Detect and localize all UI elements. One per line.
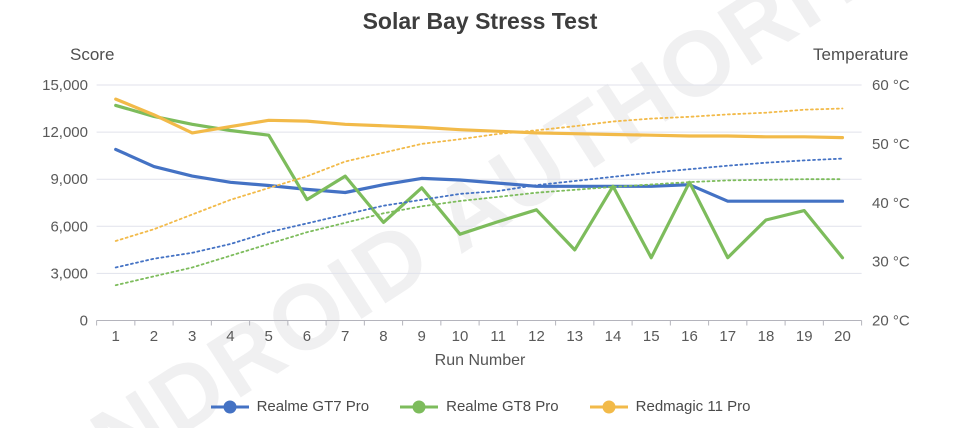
- legend-marker-dot: [412, 400, 426, 413]
- x-tick-label: 7: [341, 328, 349, 345]
- legend-label: Redmagic 11 Pro: [635, 398, 751, 415]
- series-line-realme-gt8-pro-temperature: [114, 178, 844, 287]
- y-tick-label-left: 15,000: [42, 77, 88, 94]
- y-tick-label-left: 0: [80, 313, 88, 330]
- legend-item-redmagic-11-pro: Redmagic 11 Pro: [589, 398, 751, 415]
- x-tick-label: 4: [226, 328, 234, 345]
- x-tick-label: 13: [566, 328, 583, 345]
- y-tick-label-right: 30 °C: [872, 254, 910, 271]
- x-tick-label: 2: [150, 328, 158, 345]
- y-tick-label-left: 3,000: [50, 265, 88, 282]
- x-tick-label: 3: [188, 328, 196, 345]
- legend-label: Realme GT8 Pro: [446, 398, 559, 415]
- plot-area: 0 3,000 6,000 9,000 12,000 15,000 20 °C 30 °C 40…: [42, 77, 910, 345]
- legend-marker-dot: [602, 400, 616, 413]
- x-tick-label: 6: [303, 328, 311, 345]
- temperature-axis-title: Temperature: [813, 45, 909, 64]
- x-tick-label: 9: [418, 328, 426, 345]
- legend-marker: [589, 400, 628, 413]
- legend-label: Realme GT7 Pro: [256, 398, 370, 415]
- legend: Realme GT7 Pro Realme GT8 Pro Redmagic 11 …: [0, 398, 960, 415]
- legend-marker: [210, 400, 249, 413]
- series-line-realme-gt7-pro-temperature: [114, 157, 844, 269]
- legend-item-realme-gt7-pro: Realme GT7 Pro: [210, 398, 370, 415]
- x-tick-label: 18: [758, 328, 775, 345]
- y-tick-label-left: 12,000: [42, 124, 88, 141]
- y-tick-label-left: 6,000: [50, 218, 88, 235]
- score-axis-title: Score: [70, 45, 115, 64]
- x-tick-label: 5: [265, 328, 273, 345]
- series-line-realme-gt8-pro-score: [114, 103, 845, 260]
- legend-marker-dot: [223, 400, 237, 413]
- y-tick-label-right: 40 °C: [872, 195, 910, 212]
- x-tick-label: 1: [112, 328, 120, 345]
- y-tick-label-right: 20 °C: [872, 313, 910, 330]
- chart-title: Solar Bay Stress Test: [362, 8, 598, 34]
- y-tick-label-right: 50 °C: [872, 136, 910, 153]
- y-tick-label-left: 9,000: [50, 171, 88, 188]
- series-line-redmagic-11-pro-temperature: [114, 107, 844, 242]
- x-tick-label: 16: [681, 328, 698, 345]
- x-tick-label: 19: [796, 328, 813, 345]
- legend-item-realme-gt8-pro: Realme GT8 Pro: [399, 398, 559, 415]
- series-line-redmagic-11-pro-score: [114, 97, 845, 140]
- x-tick-label: 15: [643, 328, 660, 345]
- y-tick-label-right: 60 °C: [872, 77, 910, 94]
- x-tick-label: 17: [719, 328, 736, 345]
- x-tick-label: 14: [605, 328, 622, 345]
- x-tick-label: 10: [452, 328, 469, 345]
- x-tick-label: 11: [490, 328, 506, 345]
- legend-marker: [400, 400, 439, 413]
- series-line-realme-gt7-pro-score: [114, 147, 845, 203]
- x-tick-label: 20: [834, 328, 851, 345]
- x-tick-label: 8: [379, 328, 387, 345]
- run-number-axis-title: Run Number: [434, 352, 526, 369]
- x-tick-label: 12: [528, 328, 545, 345]
